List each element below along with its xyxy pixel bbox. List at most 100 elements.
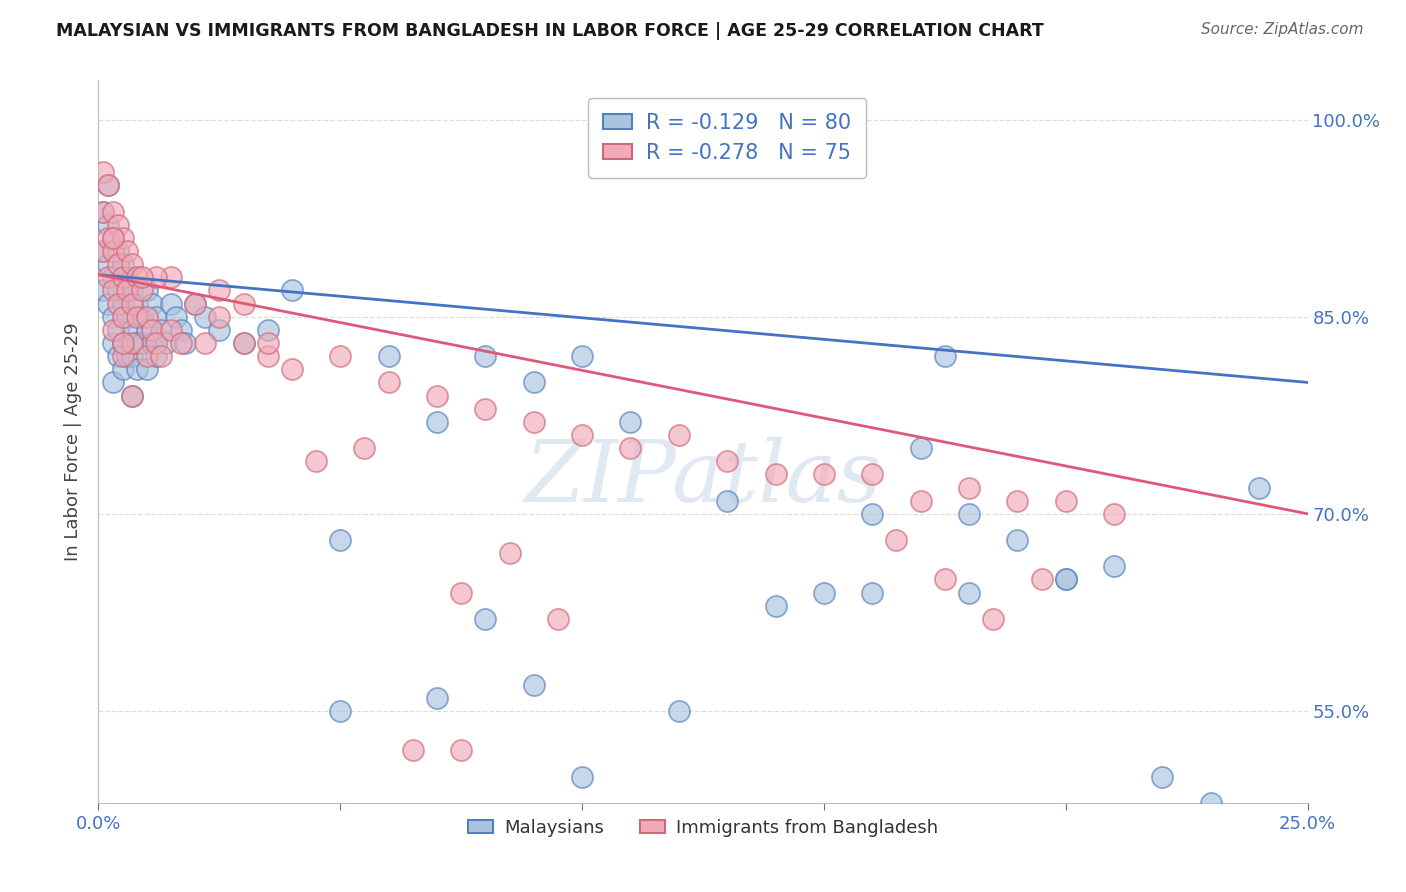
Point bbox=[716, 454, 738, 468]
Point bbox=[1007, 493, 1029, 508]
Point bbox=[194, 310, 217, 324]
Point bbox=[101, 376, 124, 390]
Point bbox=[121, 296, 143, 310]
Point bbox=[329, 704, 352, 718]
Point bbox=[141, 323, 163, 337]
Point bbox=[127, 336, 149, 351]
Point bbox=[127, 310, 149, 324]
Point bbox=[141, 336, 163, 351]
Point bbox=[117, 244, 139, 258]
Point bbox=[145, 310, 167, 324]
Point bbox=[121, 388, 143, 402]
Point bbox=[169, 336, 191, 351]
Point bbox=[107, 349, 129, 363]
Point bbox=[426, 388, 449, 402]
Point bbox=[184, 296, 207, 310]
Point bbox=[981, 612, 1004, 626]
Point bbox=[145, 270, 167, 285]
Point bbox=[101, 231, 124, 245]
Point bbox=[281, 362, 304, 376]
Point bbox=[619, 441, 641, 455]
Point bbox=[860, 585, 883, 599]
Point bbox=[934, 349, 956, 363]
Point bbox=[111, 257, 134, 271]
Point bbox=[523, 376, 546, 390]
Point bbox=[571, 770, 593, 784]
Point bbox=[145, 336, 167, 351]
Point bbox=[107, 296, 129, 310]
Point bbox=[97, 270, 120, 285]
Point bbox=[111, 349, 134, 363]
Point bbox=[957, 507, 980, 521]
Point bbox=[91, 244, 114, 258]
Point bbox=[1102, 507, 1125, 521]
Point bbox=[121, 284, 143, 298]
Point bbox=[474, 349, 496, 363]
Point bbox=[121, 388, 143, 402]
Point bbox=[668, 704, 690, 718]
Point bbox=[150, 349, 173, 363]
Point bbox=[101, 270, 124, 285]
Point bbox=[97, 296, 120, 310]
Point bbox=[232, 336, 254, 351]
Point bbox=[474, 401, 496, 416]
Point bbox=[117, 284, 139, 298]
Point bbox=[165, 310, 187, 324]
Point bbox=[169, 323, 191, 337]
Point bbox=[1031, 573, 1053, 587]
Point bbox=[934, 573, 956, 587]
Point bbox=[813, 467, 835, 482]
Point bbox=[101, 204, 124, 219]
Point bbox=[101, 323, 124, 337]
Point bbox=[305, 454, 328, 468]
Point bbox=[97, 178, 120, 193]
Point bbox=[135, 362, 157, 376]
Point bbox=[619, 415, 641, 429]
Point bbox=[131, 310, 153, 324]
Point bbox=[121, 323, 143, 337]
Point bbox=[160, 296, 183, 310]
Point bbox=[127, 270, 149, 285]
Point bbox=[91, 204, 114, 219]
Point bbox=[571, 349, 593, 363]
Point bbox=[765, 467, 787, 482]
Point bbox=[101, 231, 124, 245]
Point bbox=[184, 296, 207, 310]
Point bbox=[1054, 493, 1077, 508]
Point bbox=[256, 349, 278, 363]
Point bbox=[107, 244, 129, 258]
Point bbox=[547, 612, 569, 626]
Point bbox=[111, 362, 134, 376]
Legend: Malaysians, Immigrants from Bangladesh: Malaysians, Immigrants from Bangladesh bbox=[461, 812, 945, 845]
Point bbox=[131, 336, 153, 351]
Point bbox=[121, 257, 143, 271]
Point bbox=[111, 270, 134, 285]
Point bbox=[450, 743, 472, 757]
Point bbox=[1102, 559, 1125, 574]
Point bbox=[450, 585, 472, 599]
Point bbox=[256, 336, 278, 351]
Point bbox=[160, 270, 183, 285]
Point bbox=[127, 296, 149, 310]
Point bbox=[174, 336, 197, 351]
Point bbox=[111, 310, 134, 324]
Point bbox=[145, 349, 167, 363]
Point bbox=[135, 349, 157, 363]
Point bbox=[1152, 770, 1174, 784]
Point bbox=[426, 690, 449, 705]
Point bbox=[668, 428, 690, 442]
Point bbox=[91, 204, 114, 219]
Point bbox=[101, 244, 124, 258]
Point bbox=[957, 585, 980, 599]
Point bbox=[91, 284, 114, 298]
Point bbox=[1199, 796, 1222, 810]
Point bbox=[377, 376, 399, 390]
Point bbox=[1249, 481, 1271, 495]
Point bbox=[860, 467, 883, 482]
Point bbox=[155, 336, 177, 351]
Point bbox=[474, 612, 496, 626]
Point bbox=[121, 349, 143, 363]
Point bbox=[107, 284, 129, 298]
Point bbox=[101, 310, 124, 324]
Point bbox=[256, 323, 278, 337]
